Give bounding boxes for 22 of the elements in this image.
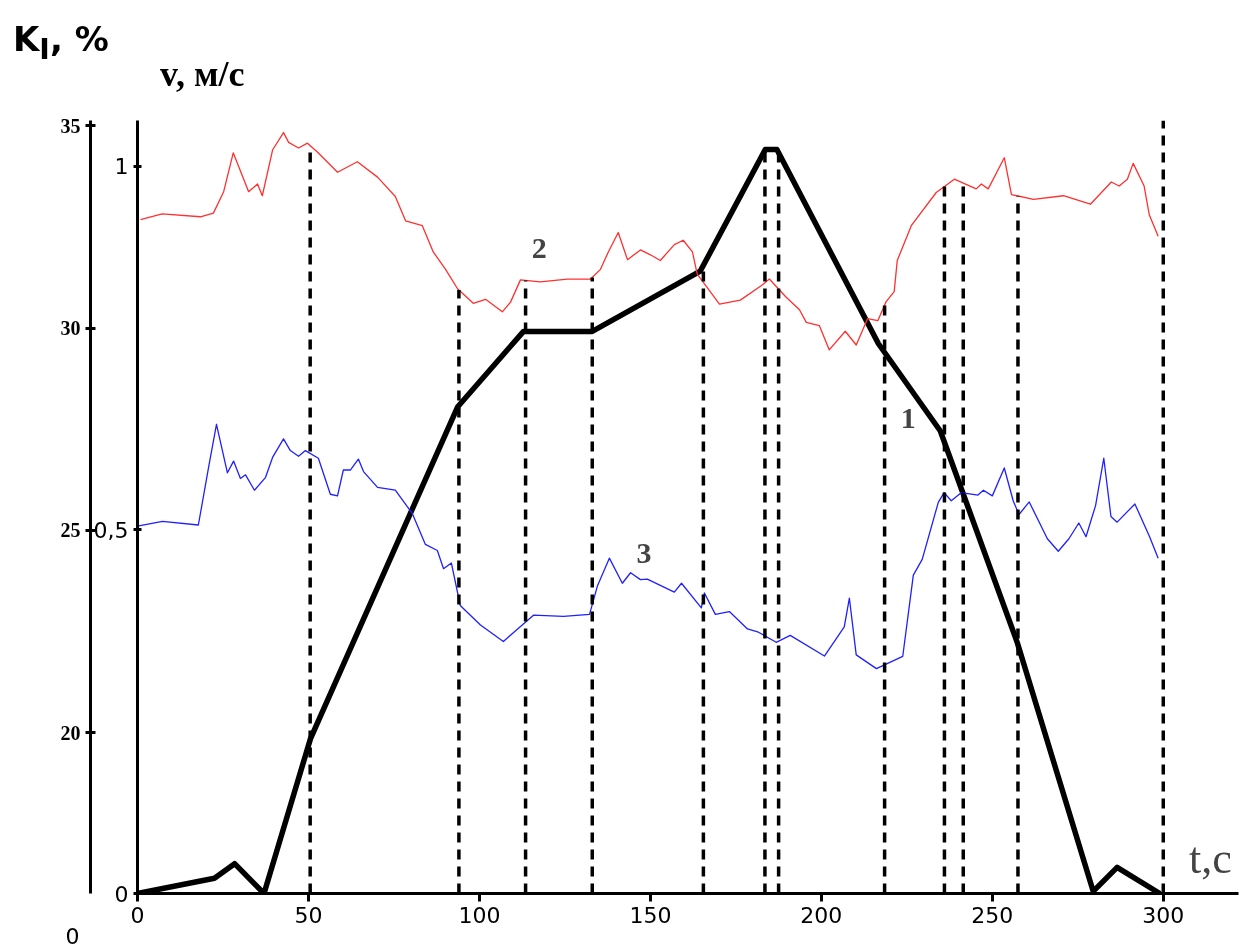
x-tick-label: 100 [458,902,501,928]
x-tick-label: 200 [800,902,843,928]
text: 0 [65,923,80,949]
y-tick-label: 1 [114,154,129,180]
y2-tick-label: 20 [60,721,81,744]
series-label: 3 [636,535,652,569]
y2-tick-label: 25 [60,519,81,542]
y2-tick-label: 35 [60,114,81,137]
x-tick-label: 250 [971,902,1014,928]
x-tick-label: 0 [130,902,145,928]
y-axis-title: v, м/с [160,53,245,96]
y2-axis-title: K$_{I}$, % [13,18,109,68]
x-tick-label: 300 [1142,902,1185,928]
x-axis-title: t,c [1188,834,1232,884]
y-tick-label: 0,5 [93,517,129,543]
y2-tick-label: 30 [60,317,81,340]
line-series [139,131,1159,351]
y-tick-label: 0 [114,881,129,907]
x-tick-label: 50 [294,902,323,928]
series-label: 2 [531,230,547,264]
x-tick-label: 150 [629,902,672,928]
series-label: 1 [900,400,916,434]
